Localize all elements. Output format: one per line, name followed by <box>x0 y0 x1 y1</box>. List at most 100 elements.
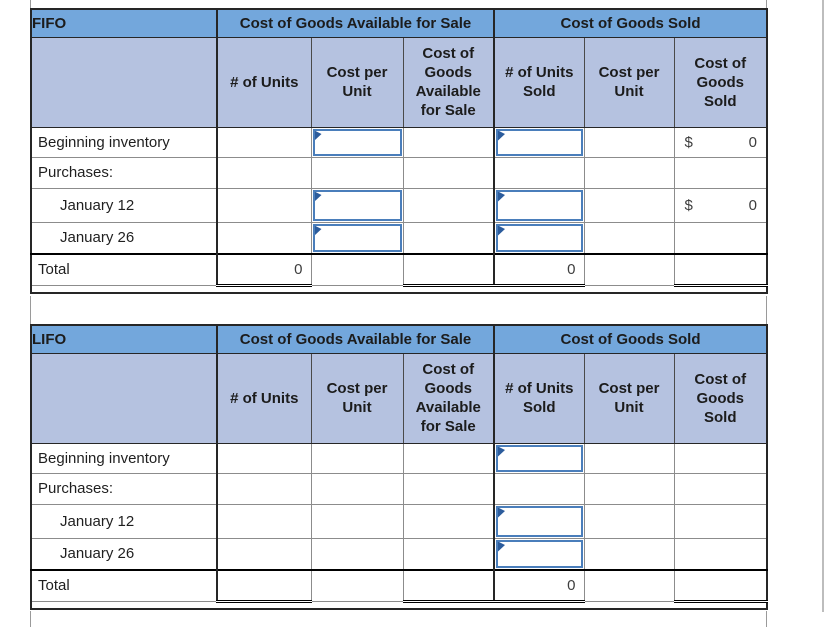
lifo-col-cost-of-goods-sold: Cost of Goods Sold <box>673 352 768 444</box>
fifo-total-cost-of-goods-available-cell <box>402 253 495 287</box>
lifo-january-12-units-sold-input[interactable] <box>498 507 581 535</box>
lifo-total-cost-per-unit-sold-cell <box>583 569 675 602</box>
input-box <box>312 223 402 252</box>
fifo-beginning-inventory-cost-per-unit-available-cell <box>310 126 404 158</box>
grid-stub-gap-left <box>30 296 31 324</box>
lifo-header-band: LIFO Cost of Goods Available for Sale Co… <box>30 324 768 354</box>
lifo-row-label-january-12: January 12 <box>30 503 218 539</box>
lifo-beginning-inventory-cost-per-unit-available-cell <box>310 442 404 474</box>
fifo-beginning-inventory-units-available-cell <box>216 126 312 158</box>
fifo-row-purchases: Purchases: <box>30 156 768 189</box>
fifo-row-beginning-inventory: Beginning inventory $0 <box>30 126 768 158</box>
fifo-january-12-cost-per-unit-available-input[interactable] <box>314 191 400 219</box>
fifo-total-cost-of-goods-sold-cell <box>673 253 768 287</box>
fifo-january-12-cost-per-unit-available-cell <box>310 187 404 223</box>
fifo-total-units-available-value: 0 <box>216 253 312 287</box>
input-box <box>312 189 402 221</box>
lifo-total-cost-of-goods-available-cell <box>402 569 495 603</box>
lifo-january-12-units-sold-cell <box>493 503 585 539</box>
lifo-january-26-units-sold-input[interactable] <box>498 541 581 566</box>
grid-stub-top-left <box>30 0 31 8</box>
input-box <box>496 189 583 221</box>
fifo-row-label-january-26: January 26 <box>30 221 218 255</box>
fifo-purchases-units-sold-cell <box>493 156 585 189</box>
lifo-row-purchases: Purchases: <box>30 472 768 505</box>
input-box <box>496 444 583 472</box>
fifo-january-12-units-sold-input[interactable] <box>498 191 581 219</box>
input-box <box>496 539 583 568</box>
lifo-corner-cell <box>30 352 218 444</box>
fifo-col-units-available: # of Units <box>216 36 312 128</box>
currency-symbol: $ <box>684 196 693 214</box>
lifo-january-26-cost-per-unit-available-cell <box>310 537 404 571</box>
fifo-january-26-units-sold-cell <box>493 221 585 255</box>
lifo-table-title: LIFO <box>30 324 218 354</box>
fifo-purchases-cost-of-goods-sold-cell <box>673 156 768 189</box>
lifo-january-12-cost-per-unit-available-cell <box>310 503 404 539</box>
fifo-january-26-cost-per-unit-available-input[interactable] <box>314 225 400 250</box>
fifo-purchases-units-available-cell <box>216 156 312 189</box>
lifo-col-cost-per-unit-sold: Cost per Unit <box>583 352 675 444</box>
lifo-beginning-inventory-units-sold-cell <box>493 442 585 474</box>
fifo-purchases-cost-of-goods-available-cell <box>402 156 495 189</box>
lifo-row-january-12: January 12 <box>30 503 768 539</box>
fifo-corner-cell <box>30 36 218 128</box>
lifo-purchases-units-available-cell <box>216 472 312 505</box>
lifo-beginning-inventory-units-sold-input[interactable] <box>498 446 581 470</box>
fifo-january-12-cost-per-unit-sold-cell <box>583 187 675 223</box>
lifo-row-january-26: January 26 <box>30 537 768 571</box>
fifo-table-title: FIFO <box>30 8 218 38</box>
fifo-col-units-sold: # of Units Sold <box>493 36 585 128</box>
fifo-purchases-cost-per-unit-available-cell <box>310 156 404 189</box>
input-box <box>312 128 402 156</box>
lifo-purchases-cost-of-goods-sold-cell <box>673 472 768 505</box>
lifo-january-12-cost-per-unit-sold-cell <box>583 503 675 539</box>
grid-stub-bottom-left <box>30 611 31 627</box>
fifo-beginning-inventory-units-sold-cell <box>493 126 585 158</box>
input-box <box>496 128 583 156</box>
grid-stub-bottom-right <box>766 611 767 627</box>
input-box <box>496 505 583 537</box>
lifo-january-26-cost-of-goods-sold-cell <box>673 537 768 571</box>
input-box <box>496 223 583 252</box>
currency-cell-content: $0 <box>675 197 767 214</box>
lifo-group-sold-header: Cost of Goods Sold <box>493 324 768 354</box>
lifo-row-beginning-inventory: Beginning inventory <box>30 442 768 474</box>
fifo-trailer-row <box>31 285 767 293</box>
lifo-row-label-total: Total <box>30 569 218 602</box>
fifo-row-january-12: January 12 $0 <box>30 187 768 223</box>
lifo-purchases-cost-of-goods-available-cell <box>402 472 495 505</box>
lifo-group-available-header: Cost of Goods Available for Sale <box>216 324 495 354</box>
lifo-col-units-available: # of Units <box>216 352 312 444</box>
fifo-beginning-inventory-cost-of-goods-sold-cell: $0 <box>673 126 768 158</box>
fifo-header-band: FIFO Cost of Goods Available for Sale Co… <box>30 8 768 38</box>
fifo-group-available-header: Cost of Goods Available for Sale <box>216 8 495 38</box>
grid-stub-gap-right <box>766 296 767 324</box>
lifo-january-12-cost-of-goods-available-cell <box>402 503 495 539</box>
lifo-total-units-available-cell <box>216 569 312 603</box>
fifo-beginning-inventory-cost-per-unit-sold-cell <box>583 126 675 158</box>
fifo-total-cost-per-unit-sold-cell <box>583 253 675 286</box>
lifo-january-26-cost-per-unit-sold-cell <box>583 537 675 571</box>
grid-stub-top-right <box>766 0 767 8</box>
lifo-january-26-units-sold-cell <box>493 537 585 571</box>
fifo-row-label-beginning-inventory: Beginning inventory <box>30 126 218 158</box>
fifo-col-cost-of-goods-available: Cost of Goods Available for Sale <box>402 36 495 128</box>
lifo-trailer-row <box>31 601 767 609</box>
fifo-beginning-inventory-cost-per-unit-available-input[interactable] <box>314 130 400 154</box>
lifo-january-26-units-available-cell <box>216 537 312 571</box>
lifo-january-26-cost-of-goods-available-cell <box>402 537 495 571</box>
fifo-january-26-units-sold-input[interactable] <box>498 225 581 250</box>
fifo-january-12-units-sold-cell <box>493 187 585 223</box>
fifo-col-cost-per-unit-available: Cost per Unit <box>310 36 404 128</box>
lifo-row-label-beginning-inventory: Beginning inventory <box>30 442 218 474</box>
fifo-total-units-sold-value: 0 <box>493 253 585 287</box>
lifo-col-cost-per-unit-available: Cost per Unit <box>310 352 404 444</box>
lifo-beginning-inventory-cost-per-unit-sold-cell <box>583 442 675 474</box>
lifo-col-units-sold: # of Units Sold <box>493 352 585 444</box>
lifo-january-12-cost-of-goods-sold-cell <box>673 503 768 539</box>
fifo-beginning-inventory-cost-of-goods-available-cell <box>402 126 495 158</box>
fifo-january-26-cost-per-unit-sold-cell <box>583 221 675 255</box>
fifo-beginning-inventory-units-sold-input[interactable] <box>498 130 581 154</box>
fifo-row-january-26: January 26 <box>30 221 768 255</box>
